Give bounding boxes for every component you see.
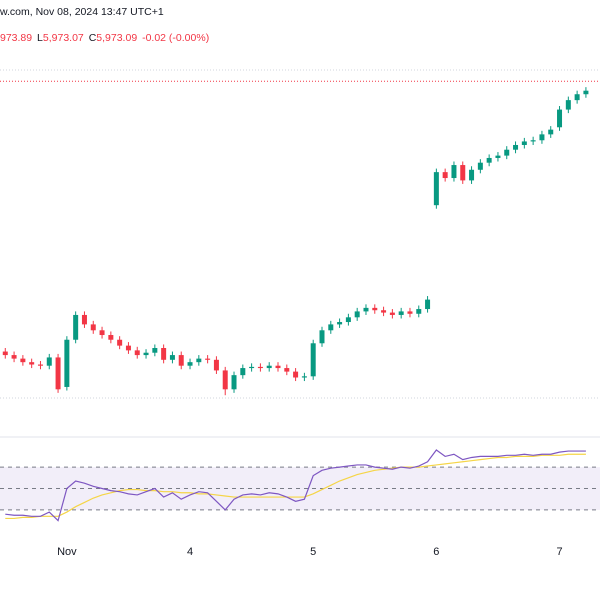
candle-body: [398, 311, 404, 315]
candle-body: [257, 366, 263, 369]
ohlc-readout: 973.89 L5,973.07 C5,973.09 -0.02 (-0.00%…: [0, 32, 209, 44]
candle-body: [117, 339, 123, 346]
candle-body: [460, 165, 466, 181]
candle-body: [521, 141, 527, 145]
candle-body: [565, 100, 571, 110]
candle-body: [328, 324, 334, 331]
candle-body: [46, 357, 52, 366]
candle-body: [293, 371, 299, 378]
x-tick-label: 4: [187, 546, 193, 558]
candle-body: [486, 157, 492, 163]
x-tick-label: 7: [556, 546, 562, 558]
candle-body: [381, 310, 387, 313]
change: -0.02 (-0.00%): [142, 32, 209, 44]
candle-body: [152, 348, 158, 353]
candle-body: [90, 324, 96, 331]
header-source: w.com, Nov 08, 2024 13:47 UTC+1: [0, 6, 164, 18]
candle-body: [205, 358, 211, 360]
candle-body: [539, 134, 545, 141]
x-tick-label: 6: [433, 546, 439, 558]
candle-body: [389, 312, 395, 315]
candle-body: [337, 322, 343, 325]
candle-body: [240, 368, 246, 376]
candle-body: [37, 364, 43, 366]
candle-body: [2, 351, 8, 356]
candle-body: [108, 335, 114, 340]
candle-body: [275, 365, 281, 369]
candle-body: [557, 109, 563, 128]
candle-body: [504, 149, 510, 156]
candle-body: [495, 155, 501, 158]
candle-body: [169, 355, 175, 360]
candle-body: [20, 358, 26, 363]
candle-body: [301, 376, 307, 378]
close-value: 5,973.09: [96, 32, 137, 44]
candle-body: [433, 172, 439, 206]
candle-body: [583, 90, 589, 95]
low-value: 5,973.07: [43, 32, 84, 44]
candle-body: [187, 362, 193, 366]
rsi-line: [5, 449, 586, 522]
candle-body: [574, 94, 580, 101]
candle-body: [134, 350, 140, 356]
candle-body: [451, 165, 457, 179]
candle-body: [310, 343, 316, 377]
candle-body: [319, 330, 325, 344]
candle-body: [73, 314, 79, 340]
low-label: L: [37, 32, 43, 44]
candle-body: [178, 355, 184, 366]
candle-body: [55, 357, 61, 390]
x-tick-label: Nov: [57, 546, 77, 558]
candle-body: [249, 366, 255, 369]
candle-body: [354, 311, 360, 318]
candle-body: [416, 309, 422, 314]
candle-body: [469, 169, 475, 181]
candle-body: [407, 311, 413, 314]
candle-body: [213, 359, 219, 371]
candle-body: [425, 299, 431, 310]
candle-body: [64, 339, 70, 387]
candle-body: [29, 362, 35, 365]
candle-body: [513, 144, 519, 150]
candle-body: [363, 307, 369, 312]
x-tick-label: 5: [310, 546, 316, 558]
high-value: 973.89: [0, 32, 32, 44]
candle-body: [372, 307, 378, 311]
candle-body: [266, 365, 272, 369]
close-label: C: [89, 32, 97, 44]
candle-body: [442, 172, 448, 179]
candle-body: [125, 345, 131, 351]
candle-body: [345, 317, 351, 323]
candle-body: [143, 352, 149, 356]
candle-body: [231, 375, 237, 390]
candle-body: [99, 330, 105, 336]
candle-body: [477, 162, 483, 170]
candle-body: [196, 358, 202, 363]
candle-body: [161, 348, 167, 360]
candle-body: [222, 370, 228, 390]
candle-body: [548, 129, 554, 135]
candle-body: [11, 355, 17, 359]
rsi-ma-line: [5, 453, 586, 520]
candle-body: [284, 368, 290, 372]
candle-body: [530, 140, 536, 142]
candle-body: [81, 314, 87, 325]
